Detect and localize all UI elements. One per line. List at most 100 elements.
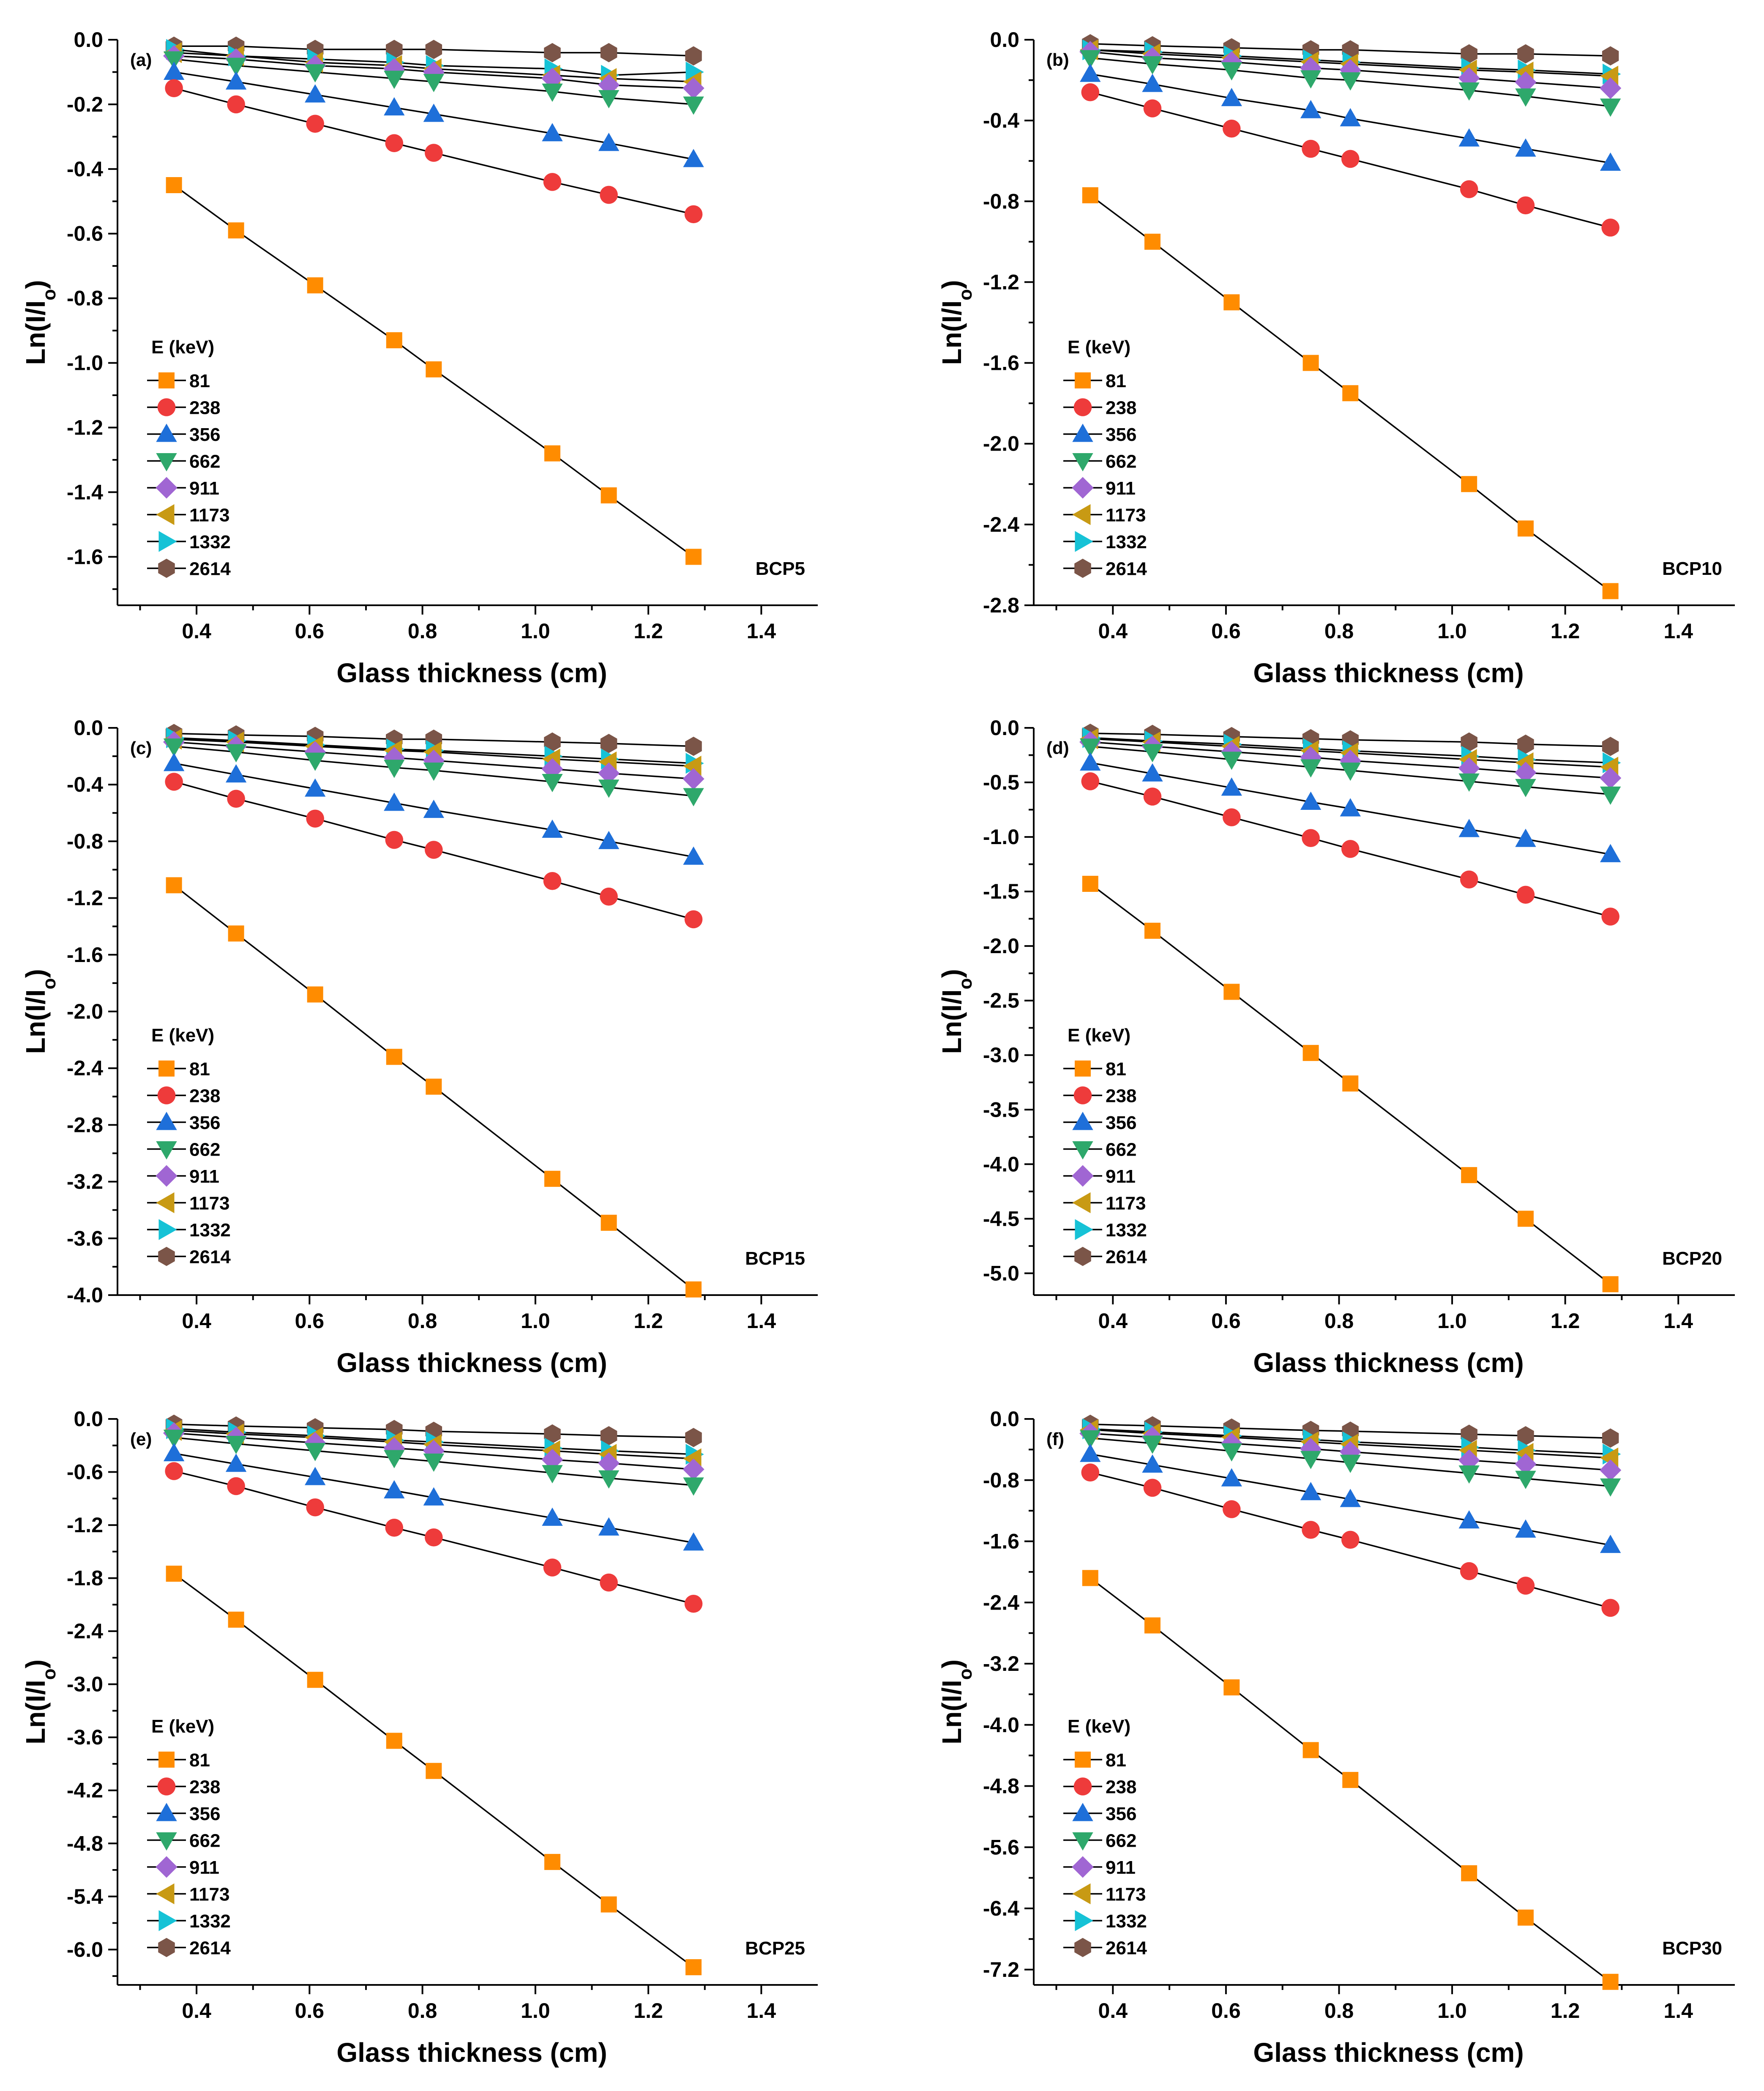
data-point-662	[1600, 1478, 1621, 1497]
data-point-238	[1143, 99, 1162, 118]
data-point-662	[542, 83, 563, 102]
panel-label: (a)	[130, 50, 152, 70]
legend-marker-356	[156, 424, 177, 442]
series-line-1332	[1090, 737, 1611, 764]
y-tick-label: -0.8	[983, 1468, 1019, 1492]
legend-title: E (keV)	[151, 1025, 214, 1046]
y-tick-label: -2.8	[983, 593, 1019, 617]
y-tick-label: -4.2	[67, 1779, 103, 1802]
data-point-2614	[544, 43, 561, 63]
y-tick-label: -6.4	[983, 1897, 1019, 1920]
legend-marker-1332	[1075, 1910, 1093, 1931]
y-tick-label: -1.2	[67, 415, 103, 439]
y-tick-label: -0.8	[67, 829, 103, 853]
legend-label: 1173	[189, 1884, 229, 1905]
data-point-356	[423, 799, 445, 818]
legend-marker-2614	[158, 1938, 175, 1957]
data-point-238	[1601, 219, 1619, 237]
data-point-356	[1515, 828, 1536, 847]
data-point-238	[385, 1519, 404, 1537]
data-point-662	[163, 1430, 185, 1448]
data-point-911	[598, 74, 620, 96]
data-point-356	[542, 123, 563, 142]
data-point-81	[1082, 187, 1098, 203]
data-point-238	[227, 790, 245, 808]
legend-marker-1173	[156, 1883, 175, 1905]
data-point-2614	[1602, 1428, 1619, 1448]
x-tick-label: 0.8	[408, 1309, 437, 1333]
data-point-238	[1460, 870, 1478, 889]
y-tick-label: -4.0	[983, 1713, 1019, 1737]
data-point-356	[598, 1517, 620, 1536]
x-tick-label: 0.4	[182, 1999, 211, 2023]
data-point-662	[1221, 1443, 1242, 1462]
x-tick-label: 1.2	[634, 1309, 663, 1333]
data-point-662	[423, 74, 445, 93]
data-point-662	[598, 90, 620, 109]
data-point-662	[1515, 779, 1536, 798]
y-tick-label: -2.0	[67, 1000, 103, 1023]
data-point-356	[163, 61, 185, 80]
y-tick-label: -1.6	[983, 351, 1019, 375]
legend-marker-911	[1072, 1856, 1094, 1878]
legend-marker-2614	[1074, 1246, 1091, 1266]
legend-marker-2614	[158, 1246, 175, 1266]
x-tick-label: 1.0	[521, 1309, 550, 1333]
data-point-662	[1458, 1465, 1480, 1484]
chart-panel-6: 0.4 0.6 0.8 1.0 1.2 1.4 0.0 -0.8 -1.6 -2.4 -3.2 -4.…	[937, 1407, 1735, 2068]
data-point-356	[305, 778, 326, 797]
data-point-662	[1340, 72, 1361, 91]
series-line-1332	[1090, 1428, 1611, 1455]
y-tick-label: -2.8	[67, 1113, 103, 1137]
series-line-2614	[1090, 43, 1611, 57]
x-tick-label: 0.6	[295, 619, 325, 643]
data-point-238	[600, 186, 618, 204]
data-point-238	[1516, 1577, 1535, 1595]
data-point-81	[386, 1733, 402, 1749]
y-tick-label: -2.4	[983, 1591, 1019, 1614]
legend-label: 81	[1106, 1750, 1126, 1771]
data-point-356	[1300, 100, 1322, 118]
data-point-356	[1221, 777, 1242, 796]
data-point-238	[306, 809, 324, 828]
y-tick-label: -5.6	[983, 1835, 1019, 1859]
legend-marker-1332	[1075, 1219, 1093, 1240]
data-point-81	[1602, 583, 1619, 599]
y-tick-label: -5.0	[983, 1261, 1019, 1285]
data-point-81	[685, 1281, 702, 1298]
x-tick-label: 0.8	[1324, 1999, 1354, 2023]
data-point-238	[227, 1477, 245, 1495]
legend-label: 238	[189, 1086, 220, 1107]
data-point-2614	[1517, 1426, 1534, 1446]
legend-marker-662	[1072, 1141, 1093, 1160]
legend-label: 662	[1106, 1140, 1136, 1160]
series-line-2614	[174, 733, 694, 747]
legend-marker-1173	[1072, 1192, 1091, 1214]
series-line-1332	[1090, 49, 1611, 75]
data-point-662	[1515, 1471, 1536, 1489]
data-point-911	[541, 68, 563, 90]
data-point-911	[598, 762, 620, 784]
data-point-662	[384, 71, 405, 89]
data-point-356	[1458, 128, 1480, 147]
legend-label: 2614	[189, 1247, 231, 1268]
data-point-81	[1223, 984, 1240, 1000]
y-tick-label: -2.4	[67, 1619, 103, 1643]
x-tick-label: 0.4	[1098, 1309, 1128, 1333]
data-point-662	[1300, 1451, 1322, 1469]
data-point-356	[1300, 791, 1322, 810]
data-point-81	[1602, 1276, 1619, 1293]
series-line-356	[174, 1452, 694, 1544]
data-point-81	[307, 277, 323, 294]
legend-marker-662	[1072, 1832, 1093, 1851]
legend-marker-662	[156, 453, 177, 472]
data-point-662	[1221, 752, 1242, 770]
series-line-356	[1090, 762, 1611, 856]
data-point-911	[1515, 71, 1537, 93]
data-point-356	[1142, 74, 1163, 92]
data-point-81	[1461, 476, 1477, 492]
legend-label: 1173	[189, 1193, 229, 1214]
series-line-2614	[174, 1423, 694, 1438]
legend-label: 81	[189, 371, 210, 391]
